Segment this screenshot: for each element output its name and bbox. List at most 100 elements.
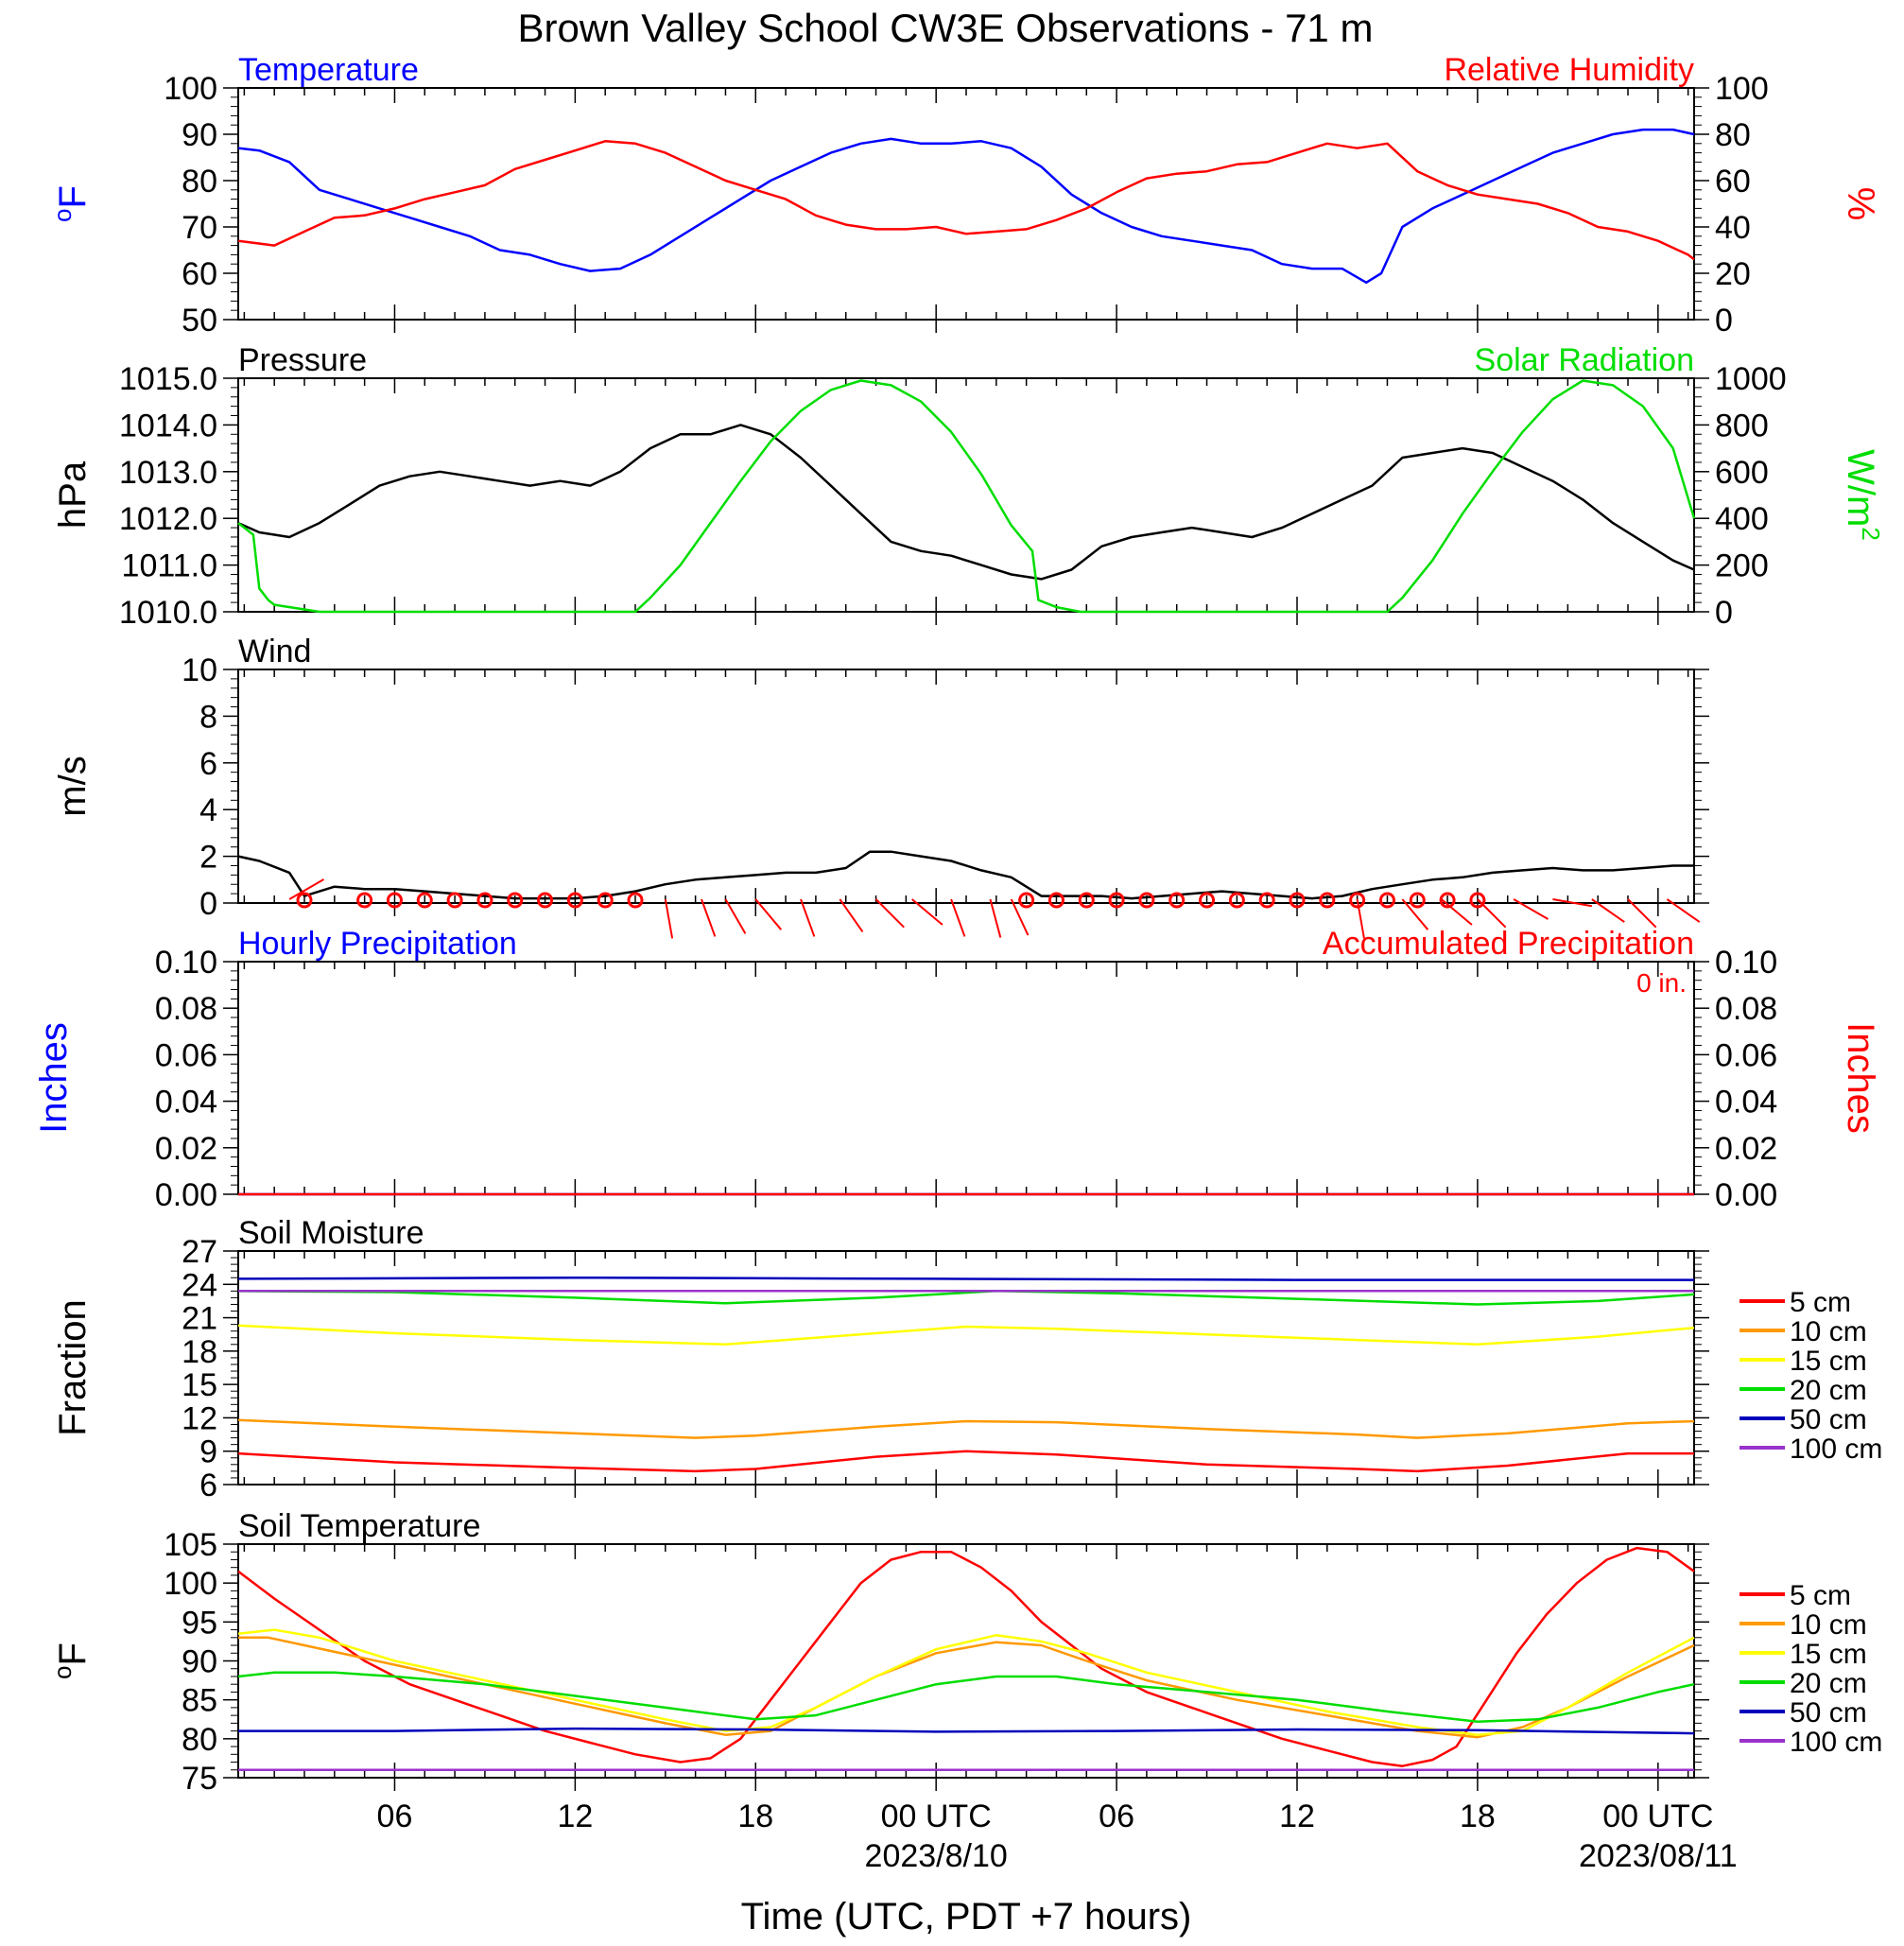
x-tick-label: 06: [377, 1798, 413, 1834]
y-tick-label-left: 80: [182, 1722, 217, 1758]
plot-frame: [237, 1250, 1695, 1486]
y-tick-label-left: 27: [182, 1234, 217, 1270]
wind-barb: [754, 898, 783, 930]
solar-axis-label: W/m2: [1840, 449, 1885, 541]
wind-barb: [1627, 898, 1657, 929]
legend-entry: 100 cm: [1790, 1433, 1882, 1465]
y-tick-label-right: 40: [1715, 210, 1751, 246]
y-tick-label-left: 6: [199, 746, 217, 782]
calm-wind-marker: [597, 892, 614, 909]
legend-entry: 20 cm: [1790, 1375, 1867, 1406]
relative-humidity-title: Relative Humidity: [1444, 52, 1694, 88]
calm-wind-marker: [1138, 892, 1155, 909]
calm-wind-marker: [1047, 892, 1065, 909]
wind-barb: [288, 878, 324, 900]
wind-barb: [1552, 898, 1592, 908]
x-tick-label: 12: [557, 1798, 593, 1834]
soil-temperature-title: Soil Temperature: [238, 1508, 480, 1544]
y-tick-label-left: 15: [182, 1367, 217, 1403]
y-tick-label-right: 0.00: [1715, 1177, 1777, 1213]
calm-wind-marker: [1409, 892, 1426, 909]
soil-temperature-axis-label: oF: [48, 1642, 94, 1679]
wind-barb: [1666, 898, 1701, 923]
y-tick-label-right: 0: [1715, 595, 1733, 631]
y-tick-label-left: 24: [182, 1267, 217, 1303]
y-tick-label-left: 60: [182, 256, 217, 292]
series-line-st_5: [237, 1546, 1695, 1767]
legend-entry: 20 cm: [1790, 1668, 1867, 1699]
y-tick-label-left: 9: [199, 1434, 217, 1470]
temperature-humidity-panel: Temperature Relative Humidity oF % 50 60 7…: [48, 52, 1881, 339]
y-tick-label-left: 2: [199, 840, 217, 876]
y-tick-label-right: 100: [1715, 71, 1769, 107]
calm-wind-marker: [1378, 892, 1395, 909]
series-line-sm_5: [237, 1450, 1694, 1473]
calm-wind-marker: [1018, 892, 1035, 909]
y-tick-label-right: 80: [1715, 117, 1751, 153]
series-line-st_15: [237, 1628, 1695, 1736]
series-line-sm_50: [237, 1276, 1694, 1281]
accum-precip-axis-label: Inches: [1840, 1022, 1881, 1134]
plot-frame: [237, 87, 1695, 321]
y-tick-label-right: 0.04: [1715, 1085, 1777, 1121]
wind-barb: [664, 898, 674, 939]
legend-entry: 15 cm: [1790, 1639, 1867, 1670]
series-line-temperature: [237, 128, 1695, 285]
hourly-precip-axis-label: Inches: [33, 1022, 75, 1134]
wind-title: Wind: [238, 634, 311, 669]
calm-wind-marker: [1349, 892, 1366, 909]
humidity-axis-label: %: [1840, 187, 1881, 221]
series-line-solar_radiation: [237, 379, 1696, 614]
y-tick-label-right: 800: [1715, 408, 1769, 443]
legend-entry: 50 cm: [1790, 1404, 1867, 1435]
wind-barb: [1591, 898, 1625, 923]
wind-barb: [839, 898, 864, 932]
series-line-st_50: [238, 1727, 1695, 1735]
series-line-wind_speed: [237, 850, 1694, 900]
y-tick-label-left: 75: [182, 1761, 217, 1797]
legend-entry: 5 cm: [1790, 1580, 1851, 1611]
y-tick-label-right: 0.08: [1715, 991, 1777, 1027]
soil-moisture-title: Soil Moisture: [238, 1215, 424, 1251]
legend-entry: 10 cm: [1790, 1316, 1867, 1347]
legend-entry: 5 cm: [1790, 1287, 1851, 1318]
soil-moisture-axis-label: Fraction: [52, 1299, 94, 1436]
legend-entry: 100 cm: [1790, 1727, 1882, 1758]
wind-barb: [724, 898, 747, 934]
y-tick-label-left: 50: [182, 303, 217, 339]
y-tick-label-right: 20: [1715, 256, 1751, 292]
calm-wind-marker: [1108, 892, 1125, 909]
y-tick-label-left: 70: [182, 210, 217, 246]
legend-entry: 10 cm: [1790, 1609, 1867, 1641]
pressure-axis-label: hPa: [52, 460, 94, 529]
y-tick-label-left: 0: [199, 886, 217, 922]
calm-wind-marker: [1228, 892, 1245, 909]
y-tick-label-left: 100: [164, 71, 217, 107]
y-tick-label-left: 1014.0: [119, 408, 217, 443]
y-tick-label-left: 0.02: [155, 1131, 217, 1167]
series-line-st_20: [237, 1671, 1695, 1723]
calm-wind-marker: [627, 892, 644, 909]
plot-frame: [237, 961, 1695, 1195]
y-tick-label-right: 60: [1715, 164, 1751, 200]
y-tick-label-left: 0.00: [155, 1177, 217, 1213]
x-axis-label: Time (UTC, PDT +7 hours): [741, 1896, 1192, 1937]
calm-wind-marker: [1319, 892, 1336, 909]
y-tick-label-right: 600: [1715, 455, 1769, 491]
calm-wind-marker: [1439, 892, 1456, 909]
y-tick-label-left: 0.10: [155, 945, 217, 981]
wind-barb: [1513, 898, 1549, 920]
legend-entry: 50 cm: [1790, 1697, 1867, 1729]
accumulated-precipitation-title: Accumulated Precipitation: [1323, 926, 1694, 962]
series-line-sm_15: [237, 1324, 1695, 1347]
x-axis-tick-labels: 06 12 18 00 UTC 06 12 18 00 UTC 2023/8/10 2023/08…: [377, 1798, 1738, 1874]
wind-barb: [989, 898, 1002, 938]
calm-wind-marker: [1199, 892, 1216, 909]
y-tick-label-left: 1015.0: [119, 361, 217, 397]
hourly-precipitation-title: Hourly Precipitation: [238, 926, 517, 962]
x-tick-label: 06: [1099, 1798, 1134, 1834]
y-tick-label-left: 80: [182, 164, 217, 200]
